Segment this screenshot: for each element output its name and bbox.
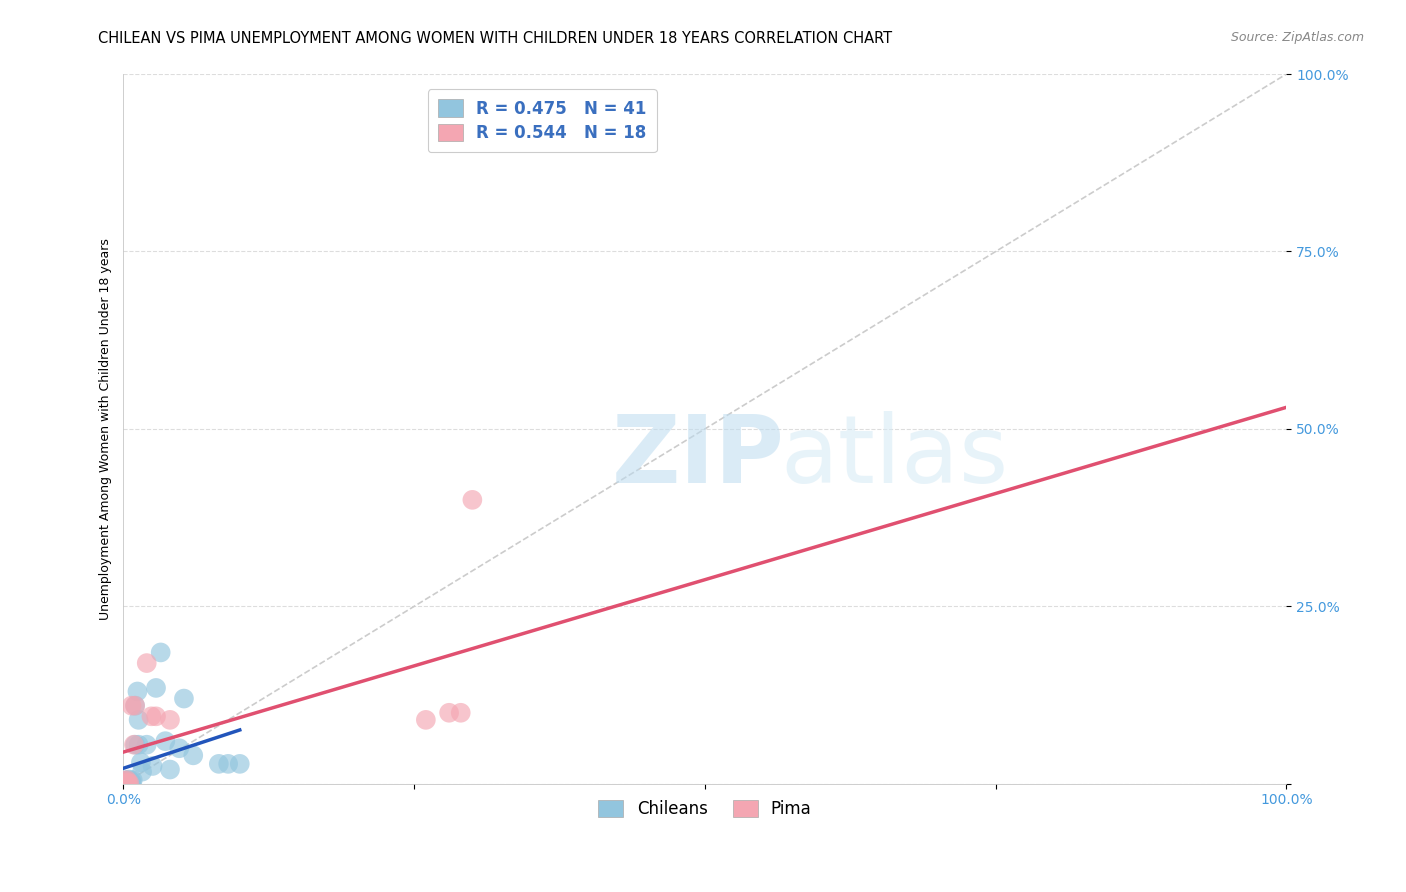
Point xyxy=(208,756,231,771)
Point xyxy=(114,775,136,789)
Point xyxy=(229,756,252,771)
Point xyxy=(169,741,191,756)
Point xyxy=(115,775,138,789)
Point xyxy=(128,738,150,752)
Point xyxy=(118,772,141,787)
Point xyxy=(145,681,167,695)
Point xyxy=(155,734,177,748)
Point xyxy=(121,773,143,788)
Point xyxy=(121,698,143,713)
Point xyxy=(115,773,138,788)
Point xyxy=(117,776,139,790)
Point xyxy=(114,776,136,790)
Text: CHILEAN VS PIMA UNEMPLOYMENT AMONG WOMEN WITH CHILDREN UNDER 18 YEARS CORRELATIO: CHILEAN VS PIMA UNEMPLOYMENT AMONG WOMEN… xyxy=(98,31,893,46)
Point xyxy=(141,709,163,723)
Point xyxy=(117,776,139,790)
Text: Source: ZipAtlas.com: Source: ZipAtlas.com xyxy=(1230,31,1364,45)
Point xyxy=(135,656,157,670)
Point xyxy=(437,706,460,720)
Point xyxy=(121,774,143,789)
Point xyxy=(131,764,153,779)
Point xyxy=(118,776,141,790)
Point xyxy=(114,773,136,788)
Point xyxy=(159,713,181,727)
Point xyxy=(118,774,141,789)
Point xyxy=(115,773,138,788)
Point xyxy=(115,776,138,790)
Point xyxy=(117,774,139,789)
Point xyxy=(127,684,149,698)
Point xyxy=(450,706,472,720)
Point xyxy=(415,713,437,727)
Point xyxy=(217,756,239,771)
Text: ZIP: ZIP xyxy=(612,411,785,503)
Point xyxy=(159,763,181,777)
Point xyxy=(114,776,136,790)
Point xyxy=(461,492,484,507)
Point xyxy=(114,776,136,790)
Point xyxy=(114,776,136,790)
Point xyxy=(120,776,142,790)
Point xyxy=(145,709,167,723)
Point xyxy=(114,774,136,789)
Point xyxy=(173,691,195,706)
Point xyxy=(114,774,136,789)
Point xyxy=(129,756,152,770)
Point xyxy=(115,776,138,790)
Point xyxy=(120,774,142,789)
Legend: Chileans, Pima: Chileans, Pima xyxy=(592,794,818,825)
Point xyxy=(128,713,150,727)
Point xyxy=(114,773,136,788)
Point xyxy=(114,776,136,790)
Point xyxy=(124,698,146,713)
Point xyxy=(181,748,204,763)
Point xyxy=(122,738,145,752)
Point xyxy=(124,738,146,752)
Point xyxy=(135,738,157,752)
Point xyxy=(141,759,163,773)
Point xyxy=(118,776,141,790)
Text: atlas: atlas xyxy=(780,411,1010,503)
Point xyxy=(124,698,146,713)
Y-axis label: Unemployment Among Women with Children Under 18 years: Unemployment Among Women with Children U… xyxy=(100,238,112,620)
Point xyxy=(121,776,143,790)
Point xyxy=(117,773,139,788)
Point xyxy=(114,775,136,789)
Point xyxy=(149,645,172,659)
